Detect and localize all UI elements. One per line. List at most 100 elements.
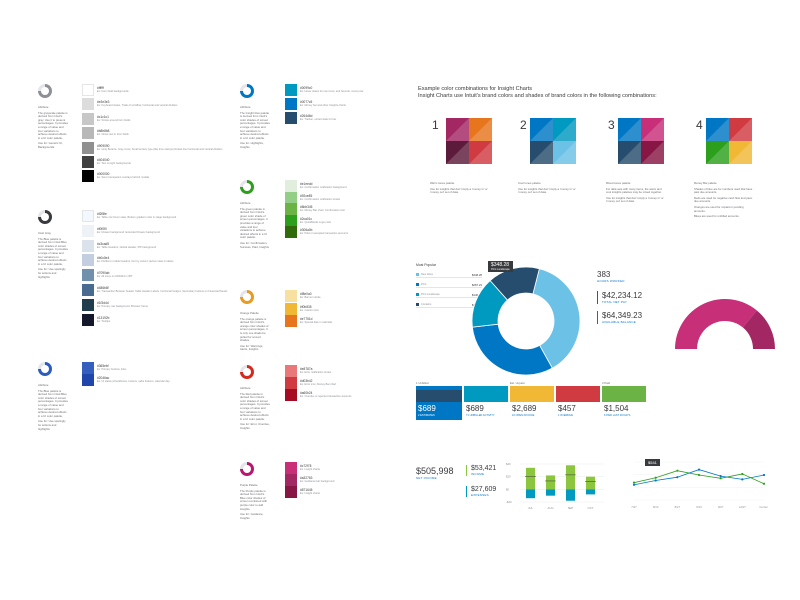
swatch-hex: #909090 xyxy=(97,143,110,148)
bar-x-tick: AUG xyxy=(547,506,553,510)
line-point[interactable] xyxy=(741,478,744,481)
combo-facet xyxy=(446,141,469,164)
legend-value: $348.28 xyxy=(471,272,482,277)
palette-description-line: Use for: Warnings, Alerts, Insights xyxy=(240,343,264,352)
line-point[interactable] xyxy=(632,481,636,484)
money-bar-segment[interactable] xyxy=(602,386,646,402)
donut-tooltip-value: $348.28 xyxy=(491,262,510,268)
combo-description: Cool tones palette. Use for insights that… xyxy=(518,181,578,197)
line-point[interactable] xyxy=(697,473,701,477)
line-point[interactable] xyxy=(676,469,679,472)
color-swatch xyxy=(285,84,297,96)
expense-bar[interactable] xyxy=(546,489,555,496)
line-point[interactable] xyxy=(741,472,744,476)
line-point[interactable] xyxy=(762,473,766,477)
combo-facet xyxy=(706,141,729,164)
combo-swatch xyxy=(446,118,492,164)
swatch-hex: #306a0b xyxy=(300,228,313,232)
swatch-hex: #a32763 xyxy=(300,476,313,480)
palette-description-line: Attribute xyxy=(240,201,251,205)
line-point[interactable] xyxy=(632,483,636,486)
palette-description-line: Use for: Generic UI, Backgrounds xyxy=(38,141,63,149)
line-point[interactable] xyxy=(697,468,701,471)
line-point[interactable] xyxy=(654,479,657,482)
money-bar-segment[interactable] xyxy=(416,386,462,402)
swatch-hex: #6bb345 xyxy=(300,205,313,209)
red-palette-ring-icon xyxy=(240,365,254,379)
blue-palette-description: Attribute The Blue palette is derived fro… xyxy=(38,383,68,433)
color-swatch xyxy=(82,224,94,237)
gauge-remaining-arc xyxy=(742,310,775,349)
combo-description-line: Use for insights that don't imply a 'mon… xyxy=(606,195,664,204)
money-bar-segment[interactable] xyxy=(556,386,600,402)
color-swatch xyxy=(285,462,297,474)
orange-palette-description: Orange Palette The orange palette is deri… xyxy=(240,311,270,354)
expense-bar[interactable] xyxy=(586,489,595,495)
expense-bar[interactable] xyxy=(526,489,535,499)
donut-legend-row: Print $287.23 xyxy=(416,282,482,288)
money-bar-group-label: 3 Paid xyxy=(602,381,610,385)
balance-label: AVAILABLE BALANCE xyxy=(602,320,636,324)
combo-facet xyxy=(530,141,553,164)
color-swatch xyxy=(285,191,297,204)
money-bar-segment[interactable] xyxy=(464,386,508,402)
line-point[interactable] xyxy=(762,482,766,485)
legend-color-dot xyxy=(416,273,419,276)
purple-palette-ring-icon xyxy=(240,462,254,476)
color-swatch xyxy=(285,315,297,327)
bar-y-tick: -$20 xyxy=(506,500,512,504)
color-swatch xyxy=(82,239,94,252)
combo-quadrant xyxy=(469,141,492,164)
palette-description-line: Intuit Gray xyxy=(38,231,51,235)
swatch-usage: Ex: Ghost text in form fields xyxy=(97,133,129,137)
combo-number: 4 xyxy=(696,118,703,132)
combo-description-line: Mixed tones palette. xyxy=(606,181,632,185)
swatch-hex: #264d6d xyxy=(300,114,313,118)
swatch-usage: Ex: All icons on #1f3d4d in IPP xyxy=(97,275,133,279)
income-bar[interactable] xyxy=(546,475,555,490)
income-bar[interactable] xyxy=(526,467,535,490)
income-bar[interactable] xyxy=(566,465,575,490)
intro-title: Example color combinations for Insight C… xyxy=(418,86,533,92)
swatch-hex: #404040 xyxy=(97,158,110,162)
expense-bar[interactable] xyxy=(566,489,575,501)
combo-swatch xyxy=(706,118,752,164)
color-swatch xyxy=(285,290,297,302)
combo-number: 3 xyxy=(608,118,615,132)
palette-description-line: Attribute xyxy=(38,105,49,109)
net-income-value: $505,998 xyxy=(416,466,454,476)
swatch-usage: Ex: Stroke around form fields xyxy=(97,118,131,122)
donut-slice[interactable] xyxy=(471,323,553,376)
color-swatch xyxy=(82,254,94,267)
combo-quadrant xyxy=(446,118,469,141)
line-x-tick: 9/27 xyxy=(718,505,724,509)
income-bar[interactable] xyxy=(586,476,595,490)
line-point[interactable] xyxy=(719,475,722,478)
color-swatch xyxy=(82,374,94,386)
line-point[interactable] xyxy=(676,476,679,479)
combo-facet xyxy=(446,118,469,141)
donut-chart xyxy=(471,266,581,376)
combo-quadrant xyxy=(530,141,553,164)
combo-facet xyxy=(729,141,752,164)
palette-description-line: The green palette is derived from Intuit… xyxy=(240,206,268,240)
swatch-hex: #e1eedd xyxy=(300,182,313,186)
combo-number: 2 xyxy=(520,118,527,132)
line-x-tick: 8/27 xyxy=(675,505,681,509)
swatch-usage: Ex: Overdue or rejected transaction amou… xyxy=(300,395,352,398)
money-bar-segment[interactable] xyxy=(510,386,554,402)
line-point[interactable] xyxy=(654,476,657,479)
combo-description-line: Shades of blue are for numbers used that… xyxy=(694,186,753,195)
combinations-intro: Example color combinations for Insight C… xyxy=(418,86,657,100)
swatch-usage: Ex: Transaction Browser header, Table He… xyxy=(97,290,228,293)
donut-slice[interactable] xyxy=(532,268,581,369)
teal-palette-description: Attribute The Insight blue palette is der… xyxy=(240,105,270,152)
line-tooltip: $541 xyxy=(645,459,660,466)
palette-description-line: Use for: Highlights, Insights xyxy=(240,141,264,149)
combo-swatch xyxy=(530,118,576,164)
money-bar-group-label: 1 Unbilled xyxy=(416,381,429,385)
combo-quadrant xyxy=(706,118,729,141)
donut-slice[interactable] xyxy=(489,266,540,301)
color-swatch xyxy=(285,226,297,238)
line-point[interactable] xyxy=(719,477,722,480)
